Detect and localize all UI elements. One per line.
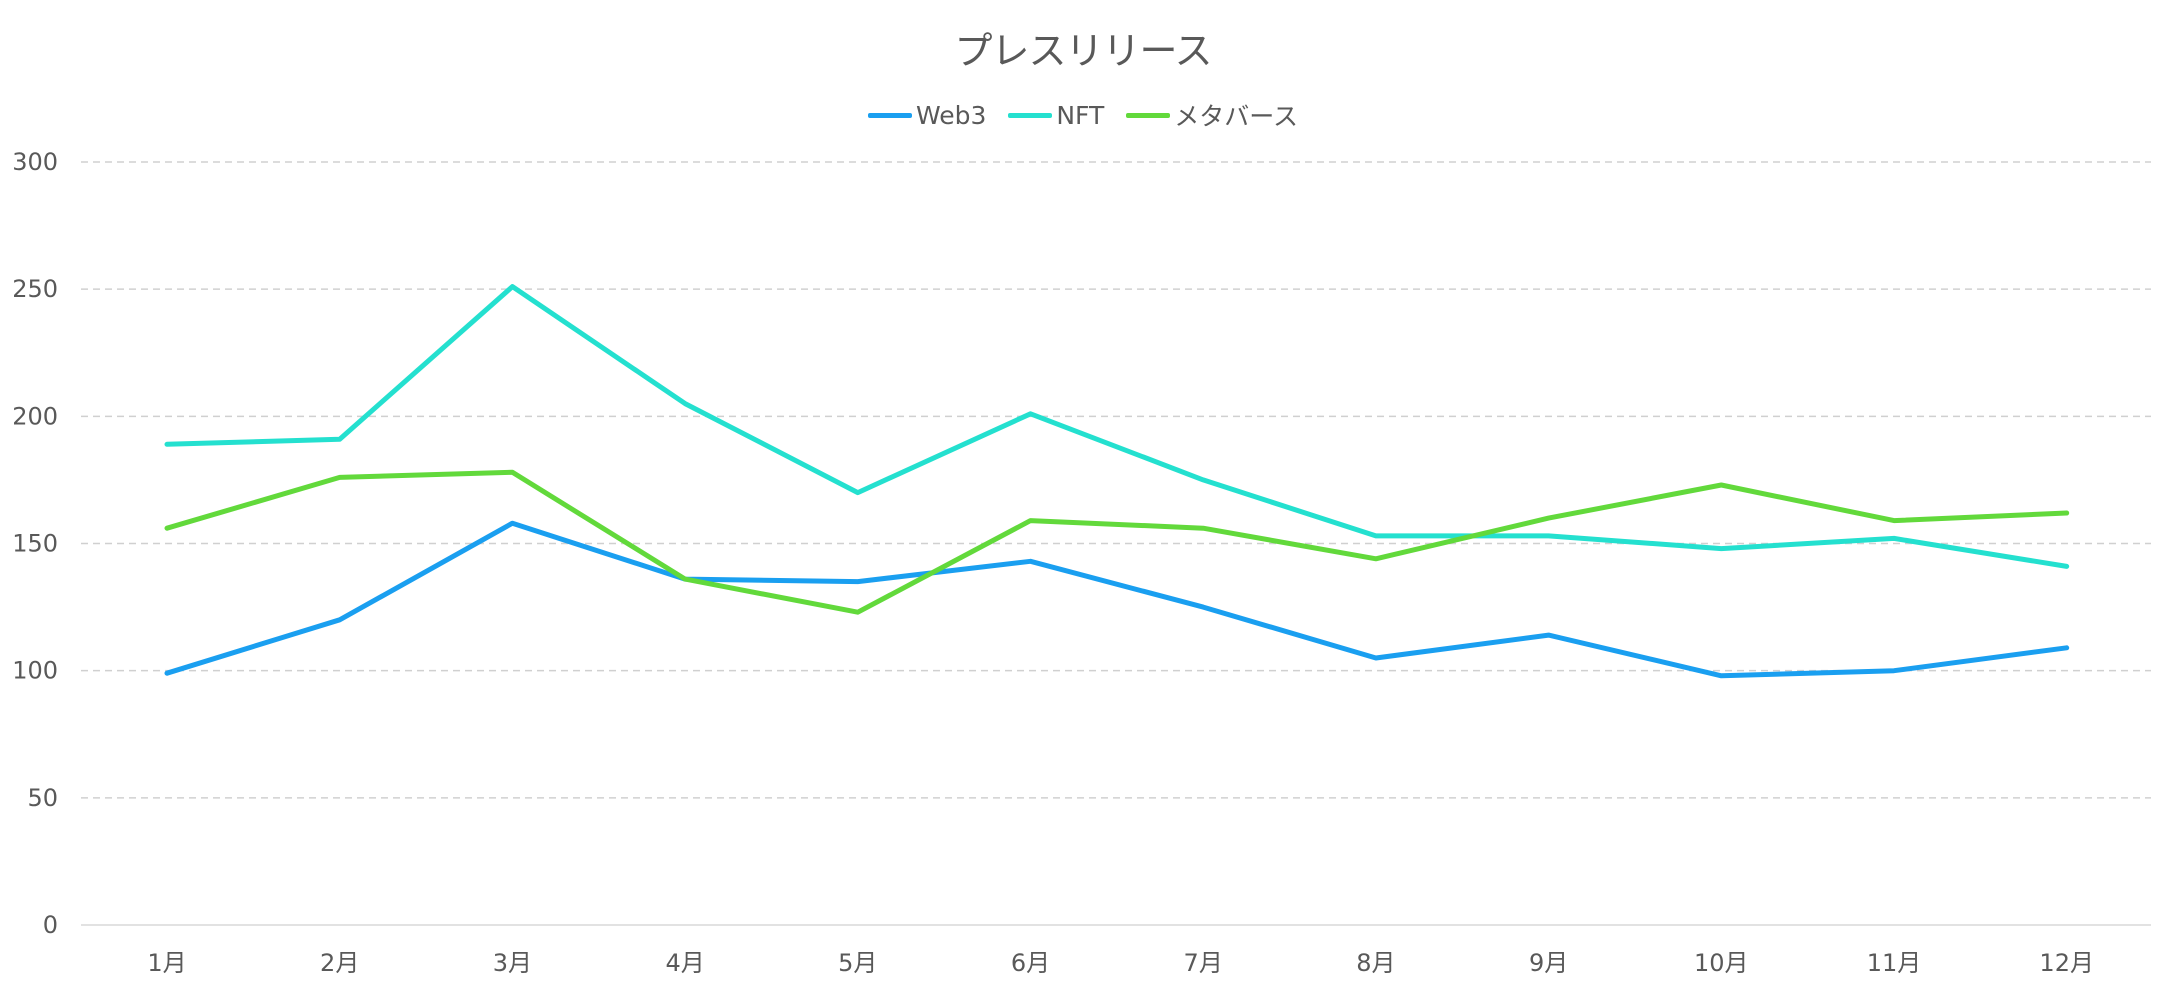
y-tick-label: 200 [12, 402, 58, 430]
series-line-metaverse [164, 469, 2070, 615]
legend-item-web3: Web3 [867, 100, 987, 130]
legend-swatch-metaverse [1126, 112, 1171, 118]
chart-title: プレスリリース [954, 29, 1212, 73]
y-tick-label: 300 [12, 148, 58, 176]
legend-swatch-web3 [867, 112, 912, 118]
legend-item-nft: NFT [1008, 101, 1104, 130]
legend-label-web3: Web3 [915, 100, 987, 130]
x-tick-label: 8月 [1356, 949, 1395, 977]
legend-item-metaverse: メタバース [1126, 97, 1298, 133]
legend-label-nft: NFT [1056, 100, 1105, 130]
x-tick-label: 2月 [320, 949, 359, 977]
y-tick-label: 250 [12, 275, 58, 303]
y-tick-label: 50 [27, 784, 58, 812]
y-tick-label: 150 [12, 530, 58, 558]
x-tick-label: 11月 [1867, 949, 1922, 977]
x-tick-label: 9月 [1529, 949, 1568, 977]
x-tick-label: 4月 [665, 949, 704, 977]
x-tick-label: 10月 [1694, 949, 1749, 977]
x-tick-label: 5月 [838, 949, 877, 977]
x-tick-label: 12月 [2039, 949, 2094, 977]
x-tick-label: 3月 [493, 949, 532, 977]
y-tick-label: 100 [12, 657, 58, 685]
legend-label-metaverse: メタバース [1174, 102, 1299, 131]
x-tick-label: 1月 [147, 949, 186, 977]
legend-swatch-nft [1008, 112, 1053, 118]
legend: Web3 NFT メタバース [0, 97, 2166, 133]
y-tick-label: 0 [43, 911, 58, 939]
x-tick-label: 6月 [1011, 949, 1050, 977]
series-line-web3 [164, 520, 2070, 679]
x-tick-label: 7月 [1184, 949, 1223, 977]
series-line-nft [164, 284, 2070, 569]
